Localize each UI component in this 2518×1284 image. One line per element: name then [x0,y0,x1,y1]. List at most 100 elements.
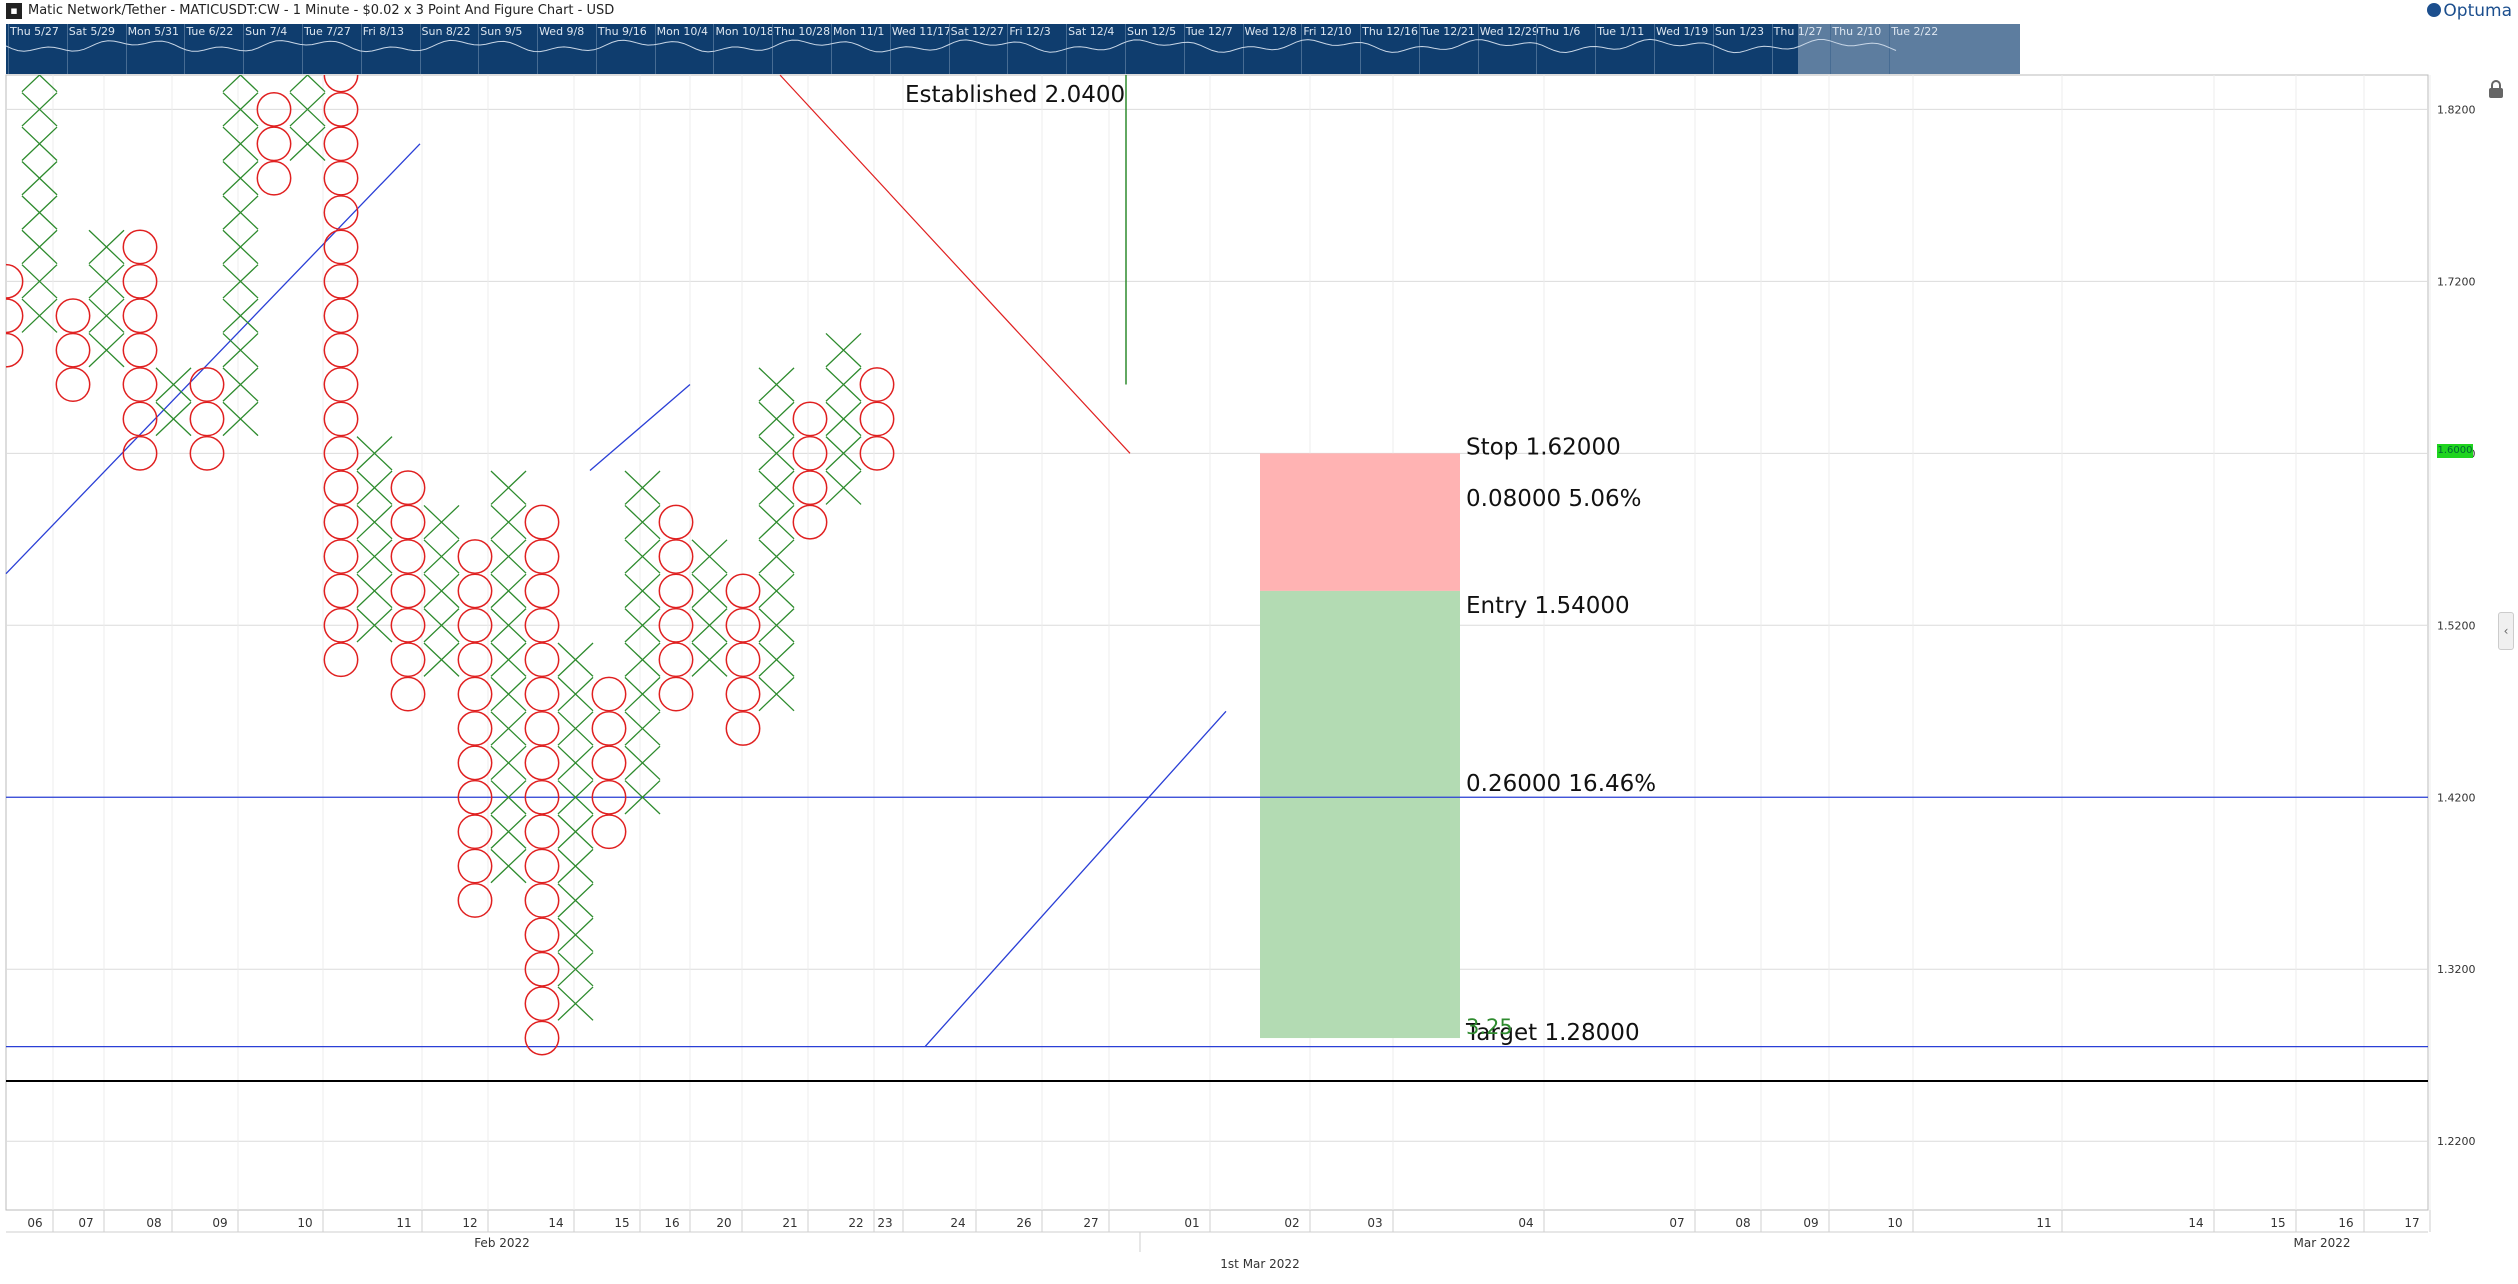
o-box [323,435,359,471]
x-box [423,608,460,643]
x-box [356,504,393,540]
o-box [323,367,359,402]
x-box [290,24,325,57]
o-box [524,883,560,918]
o-box [189,435,225,471]
x-box [289,75,326,93]
x-box [356,436,393,471]
o-box [457,779,493,815]
o-box [524,779,560,815]
x-box [557,848,594,884]
o-box [323,642,359,678]
o-box [457,642,493,678]
x-box [222,195,259,230]
o-box [859,401,895,437]
o-box [591,676,627,712]
x-box [490,745,527,781]
x-box [490,470,527,505]
o-box [524,986,560,1022]
o-box [457,607,493,643]
o-box [524,676,560,712]
navigator-date-label: Fri 12/3 [1009,25,1051,38]
x-box [624,745,661,781]
o-box [524,607,560,643]
o-box [457,676,493,712]
current-price-tag: 1.6000 [2437,444,2473,458]
x-box [624,642,661,677]
reward-label: 0.26000 16.46% [1466,771,1656,797]
navigator-tick [537,24,539,74]
ratio-label: 3.25 [1466,1015,1513,1039]
lock-icon[interactable] [2485,78,2507,100]
o-box [122,298,158,334]
x-box [222,126,259,161]
x-box [423,642,460,677]
o-box [658,573,694,609]
x-box [691,539,728,574]
o-box [792,435,828,471]
x-box [624,504,661,540]
o-box [390,539,426,574]
o-box [55,298,91,334]
x-box [222,229,259,265]
o-box [524,711,560,746]
navigator-tick [478,24,480,74]
navigator-date-label: Sat 12/4 [1068,25,1115,38]
x-tick-label: 16 [664,1216,679,1230]
navigator-tick [1418,24,1420,74]
x-tick-label: 08 [146,1216,161,1230]
navigator-date-label: Sun 12/5 [1126,25,1177,38]
x-box [825,470,862,505]
risk-label: 0.08000 5.06% [1466,486,1642,512]
x-tick-label: 07 [1669,1216,1684,1230]
navigator-date-label: Wed 1/19 [1656,25,1709,38]
navigator-tick [1183,24,1185,74]
o-box [122,332,158,368]
o-box [591,711,627,746]
o-box [122,263,158,299]
o-box [390,642,426,678]
x-tick-label: 14 [2188,1216,2203,1230]
o-box [457,883,493,918]
y-tick-label: 1.7200 [2437,275,2476,288]
navigator-tick [831,24,833,74]
x-box [490,780,527,815]
navigator-selection[interactable] [1798,24,2020,74]
navigator-date-label: Tue 1/11 [1597,25,1645,38]
x-tick-label: 10 [1887,1216,1902,1230]
x-box [557,883,594,918]
navigator-date-label: Mon 11/1 [833,25,885,38]
x-box [356,573,393,609]
x-box [21,264,58,299]
x-box [490,504,527,540]
o-box [6,298,24,334]
x-tick-label: 15 [614,1216,629,1230]
x-tick-label: 20 [716,1216,731,1230]
o-box [658,642,694,678]
navigator-tick [1124,24,1126,74]
trend-line [924,710,1227,1048]
x-tick-label: 22 [848,1216,863,1230]
x-box [289,126,326,161]
y-tick-label: 1.5200 [2437,619,2476,632]
o-box [524,848,560,884]
x-tick-label: 10 [297,1216,312,1230]
x-box [21,126,58,161]
o-box [323,573,359,609]
x-tick-label: 03 [1367,1216,1382,1230]
o-box [591,814,627,850]
navigator-date-label: Sun 9/5 [480,25,523,38]
x-box [758,642,795,677]
app-icon[interactable]: ▪ [6,3,22,19]
navigator-tick [948,24,950,74]
time-navigator[interactable]: Thu 5/27 Sat 5/29 Mon 5/31 Tue 6/22 Sun 7/4 T… [6,24,2020,74]
logo-mark-icon [2427,3,2442,17]
x-box [423,573,460,609]
x-tick-label: 07 [78,1216,93,1230]
navigator-tick [243,24,245,74]
reward-zone [1260,590,1460,1039]
x-box [825,401,862,437]
collapse-panel-icon[interactable]: ‹ [2498,612,2514,650]
navigator-tick [1536,24,1538,74]
